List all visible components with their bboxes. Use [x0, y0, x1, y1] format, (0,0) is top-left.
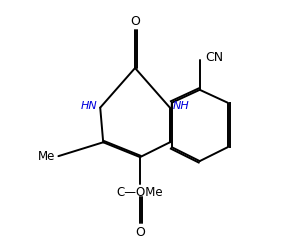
- Text: Me: Me: [38, 150, 55, 163]
- Text: HN: HN: [81, 101, 97, 112]
- Text: C—OMe: C—OMe: [117, 186, 163, 199]
- Text: NH: NH: [173, 101, 190, 112]
- Text: O: O: [130, 15, 140, 28]
- Text: CN: CN: [206, 51, 224, 64]
- Text: O: O: [135, 226, 145, 239]
